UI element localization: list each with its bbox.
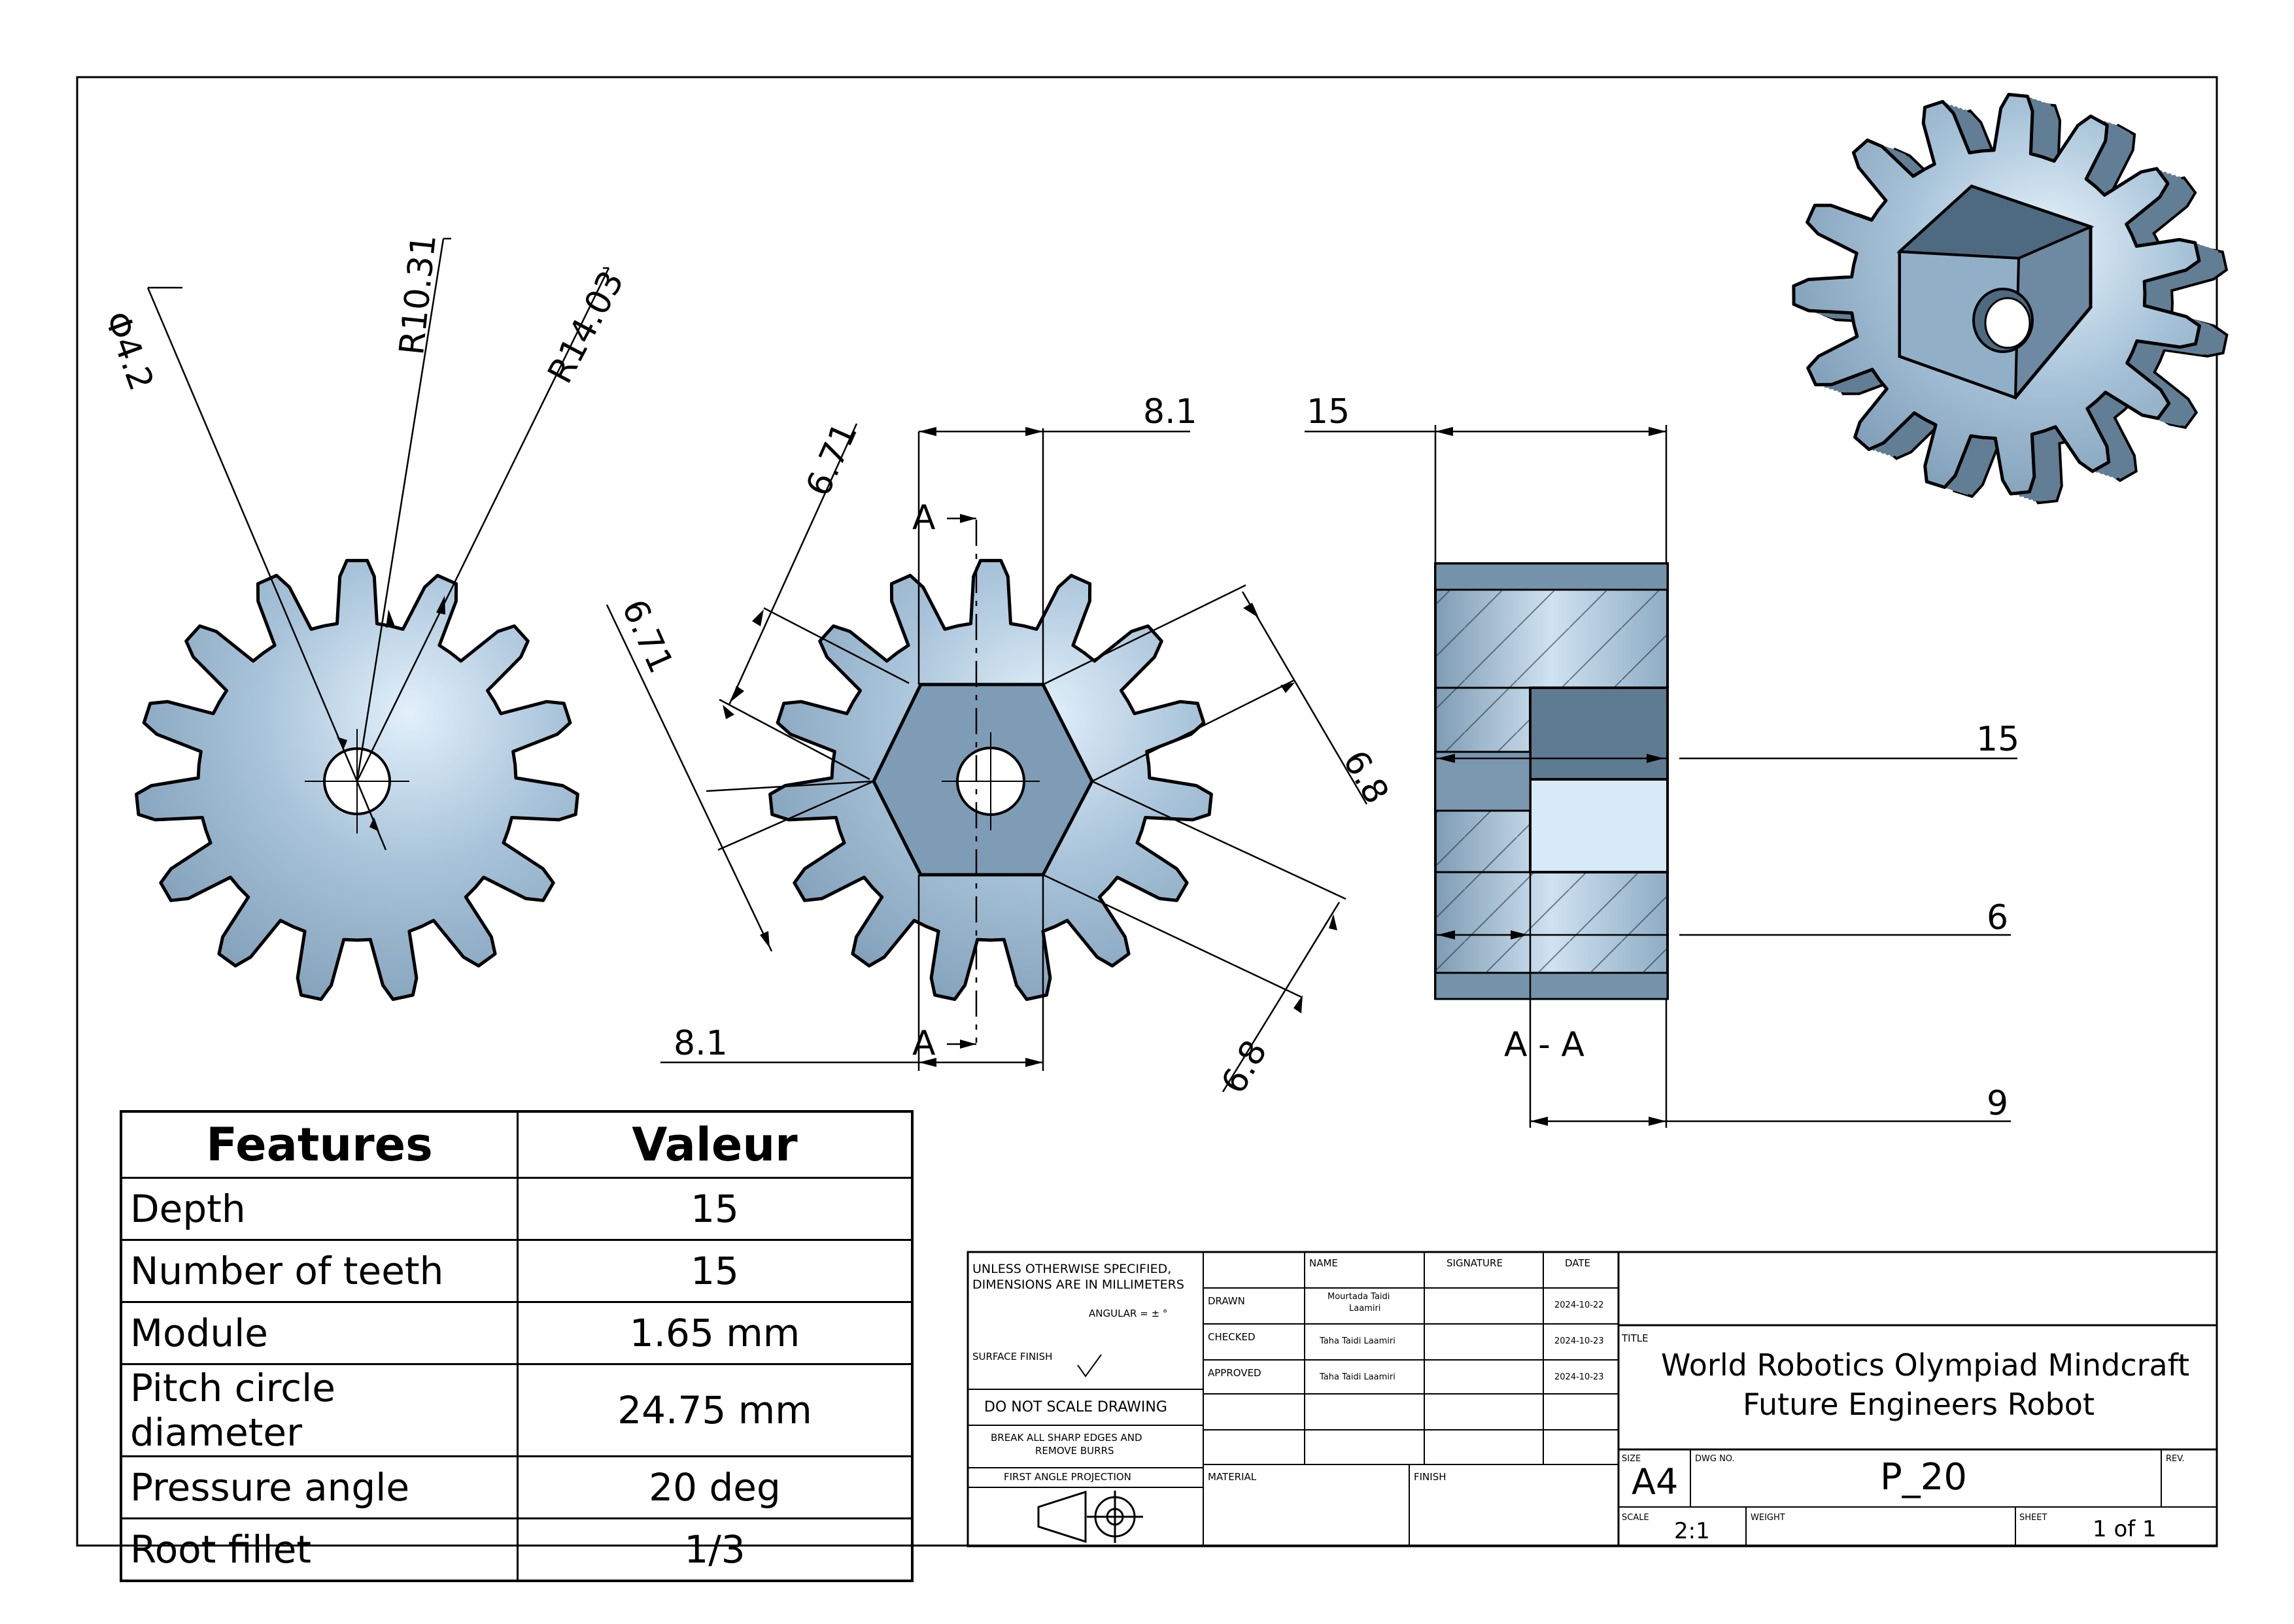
value-cell: 1.65 mm	[517, 1301, 914, 1365]
tb-checked-name: Taha Taidi Laamiri	[1320, 1336, 1395, 1346]
tb-col-signature: SIGNATURE	[1447, 1257, 1503, 1269]
table-row: Root fillet 1/3	[120, 1517, 914, 1582]
leader-arrows-view1	[337, 596, 445, 832]
tb-approved-date: 2024-10-23	[1554, 1372, 1604, 1382]
value-cell: 15	[517, 1177, 914, 1241]
table-row: Module 1.65 mm	[120, 1301, 914, 1365]
dimension-arrows-section	[1435, 427, 1666, 1126]
tb-surface-finish: SURFACE FINISH	[972, 1351, 1053, 1362]
tb-first-angle: FIRST ANGLE PROJECTION	[1004, 1471, 1131, 1483]
tb-drawn-label: DRAWN	[1208, 1295, 1245, 1307]
dim-15-top: 15	[1307, 392, 1350, 431]
gear-isometric-view	[1792, 93, 2229, 505]
table-row: Pitch circle diameter 24.75 mm	[120, 1363, 914, 1457]
tb-col-date: DATE	[1565, 1257, 1591, 1269]
feature-cell: Module	[120, 1301, 519, 1365]
surface-finish-symbol	[1077, 1354, 1102, 1378]
dimension-arrows-view2	[723, 427, 1337, 1067]
section-label: A - A	[1504, 1025, 1584, 1064]
table-row: Number of teeth 15	[120, 1239, 914, 1303]
features-table: Features Valeur Depth 15 Number of teeth 1…	[120, 1110, 914, 1582]
section-marker-top: A	[912, 498, 936, 537]
tb-approved-label: APPROVED	[1208, 1367, 1261, 1379]
value-cell: 1/3	[517, 1517, 914, 1582]
dim-81-top: 8.1	[1143, 392, 1197, 431]
tb-unless-2: DIMENSIONS ARE IN MILLIMETERS	[972, 1277, 1184, 1292]
tb-title-line-1: World Robotics Olympiad Mindcraft	[1661, 1347, 2190, 1383]
tb-drawn-name-1: Mourtada Taidi	[1327, 1292, 1390, 1302]
tb-do-not-scale: DO NOT SCALE DRAWING	[984, 1399, 1167, 1415]
dim-6: 6	[1987, 898, 2009, 938]
feature-cell: Number of teeth	[120, 1239, 519, 1303]
tb-scale-value: 2:1	[1674, 1518, 1710, 1544]
tb-size-label: SIZE	[1622, 1454, 1641, 1464]
tb-title-label: TITLE	[1622, 1332, 1649, 1344]
tb-sheet-label: SHEET	[2019, 1513, 2047, 1523]
title-block-lines	[967, 1251, 2218, 1548]
center-mark-2	[942, 732, 1040, 830]
tb-sheet-value: 1 of 1	[2093, 1516, 2157, 1542]
dim-81-bottom: 8.1	[674, 1024, 728, 1063]
value-cell: 15	[517, 1239, 914, 1303]
tb-dwg-value: P_20	[1880, 1456, 1968, 1498]
tb-scale-label: SCALE	[1622, 1513, 1649, 1523]
tb-checked-label: CHECKED	[1208, 1331, 1256, 1343]
tb-break-1: BREAK ALL SHARP EDGES AND	[991, 1432, 1142, 1444]
dimension-lines-section	[1305, 425, 2017, 1128]
tb-angular: ANGULAR = ± °	[1089, 1308, 1168, 1319]
table-row: Pressure angle 20 deg	[120, 1455, 914, 1519]
dim-15-right: 15	[1976, 720, 2020, 759]
leader-lines-view1	[146, 237, 610, 851]
tb-finish-label: FINISH	[1414, 1471, 1447, 1483]
table-row: Depth 15	[120, 1177, 914, 1241]
tb-break-2: REMOVE BURRS	[1035, 1445, 1114, 1457]
section-view	[1434, 562, 1669, 1000]
dim-9: 9	[1987, 1084, 2009, 1123]
tb-material-label: MATERIAL	[1208, 1471, 1257, 1483]
value-cell: 20 deg	[517, 1455, 914, 1519]
feature-cell: Depth	[120, 1177, 519, 1241]
section-marker-bottom: A	[912, 1024, 936, 1063]
tb-title-line-2: Future Engineers Robot	[1743, 1387, 2095, 1422]
value-cell: 24.75 mm	[517, 1363, 914, 1457]
tb-col-name: NAME	[1309, 1257, 1338, 1269]
tb-weight-label: WEIGHT	[1751, 1513, 1785, 1523]
feature-cell: Pitch circle diameter	[120, 1363, 519, 1457]
tb-rev-label: REV.	[2166, 1454, 2185, 1464]
tb-size-value: A4	[1632, 1461, 1679, 1502]
tb-dwg-label: DWG NO.	[1695, 1454, 1735, 1464]
tb-approved-name: Taha Taidi Laamiri	[1320, 1372, 1395, 1382]
features-header: Features	[120, 1110, 519, 1179]
tb-drawn-date: 2024-10-22	[1554, 1300, 1604, 1310]
tb-unless-1: UNLESS OTHERWISE SPECIFIED,	[972, 1262, 1172, 1276]
feature-cell: Root fillet	[120, 1517, 519, 1582]
projection-symbol	[1037, 1490, 1143, 1544]
tb-drawn-name-2: Laamiri	[1349, 1304, 1381, 1313]
feature-cell: Pressure angle	[120, 1455, 519, 1519]
tb-checked-date: 2024-10-23	[1554, 1336, 1604, 1346]
value-header: Valeur	[517, 1110, 914, 1179]
